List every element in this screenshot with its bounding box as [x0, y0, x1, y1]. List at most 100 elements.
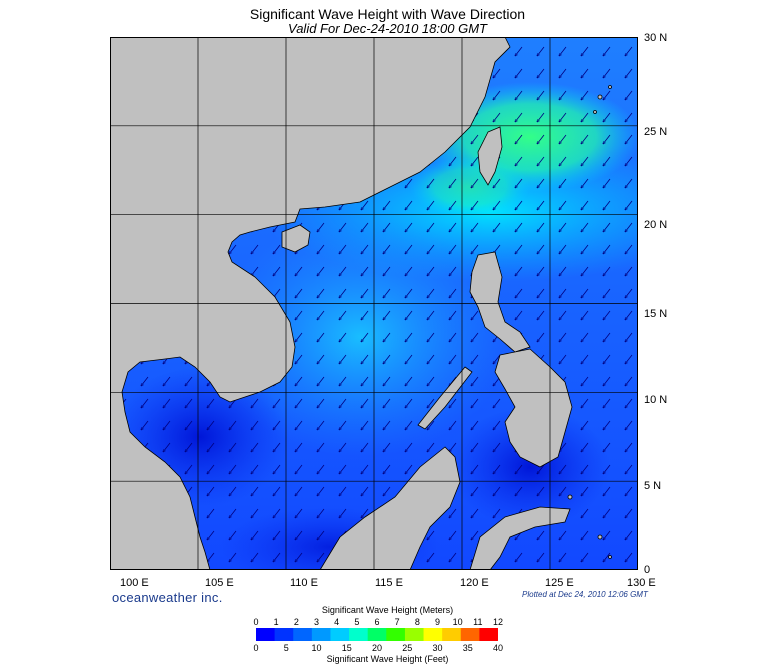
wave-direction-arrow: [163, 420, 171, 430]
wave-direction-arrow: [427, 266, 435, 276]
wave-direction-arrow: [493, 90, 501, 100]
wave-direction-arrow: [427, 244, 435, 254]
wave-direction-arrow: [207, 530, 215, 540]
visayas-mindanao: [494, 348, 573, 468]
wave-direction-arrow: [625, 464, 633, 474]
wave-direction-arrow: [603, 222, 611, 232]
wave-direction-arrow: [471, 420, 479, 430]
lon-label-115e: 115 E: [375, 577, 403, 589]
wave-direction-arrow: [625, 266, 633, 276]
wave-direction-arrow: [295, 376, 303, 386]
map-title: Significant Wave Height with Wave Direct…: [249, 6, 526, 22]
lon-label-130e: 130 E: [627, 577, 656, 589]
wave-direction-arrow: [339, 310, 347, 320]
wave-direction-arrow: [581, 398, 589, 408]
wave-direction-arrow: [581, 530, 589, 540]
wave-direction-arrow: [383, 332, 391, 342]
lon-label-120e: 120 E: [460, 577, 489, 589]
colorbar-title-feet: Significant Wave Height (Feet): [326, 654, 449, 664]
wave-direction-arrow: [361, 376, 369, 386]
colorbar-segment: [367, 628, 387, 641]
wave-direction-arrow: [493, 464, 501, 474]
colorbar-meter-tick: 9: [434, 617, 441, 627]
colorbar-title-meters: Significant Wave Height (Meters): [321, 605, 454, 615]
wave-direction-arrow: [581, 442, 589, 452]
wave-direction-arrow: [361, 310, 369, 320]
wave-direction-arrow: [405, 200, 413, 210]
colorbar-feet-tick: 15: [341, 643, 352, 653]
wave-direction-arrow: [405, 310, 413, 320]
wave-direction-arrow: [449, 266, 457, 276]
wave-direction-arrow: [515, 90, 523, 100]
palawan: [417, 366, 473, 430]
lat-label-10n: 10 N: [644, 394, 668, 406]
wave-direction-arrow: [229, 442, 237, 452]
wave-direction-arrow: [207, 552, 215, 562]
wave-direction-arrow: [295, 332, 303, 342]
wave-direction-arrow: [471, 530, 479, 540]
wave-direction-arrow: [515, 266, 523, 276]
wave-direction-arrow: [625, 420, 633, 430]
lon-label-110e: 110 E: [290, 577, 318, 589]
colorbar-segment: [442, 628, 462, 641]
wave-direction-arrow: [471, 376, 479, 386]
wave-height-map: [110, 37, 638, 570]
wave-direction-arrow: [339, 486, 347, 496]
wave-direction-arrow: [295, 398, 303, 408]
colorbar-feet-tick: 5: [283, 643, 289, 653]
island: [597, 534, 603, 540]
wave-direction-arrow: [251, 486, 259, 496]
wave-direction-arrow: [559, 200, 567, 210]
wave-direction-arrow: [581, 552, 589, 562]
wave-direction-arrow: [603, 376, 611, 386]
wave-direction-arrow: [185, 398, 193, 408]
wave-direction-arrow: [493, 354, 501, 364]
wave-direction-arrow: [625, 354, 633, 364]
wave-direction-arrow: [493, 420, 501, 430]
wave-direction-arrow: [405, 420, 413, 430]
colorbar-segment: [330, 628, 350, 641]
wave-direction-arrow: [581, 156, 589, 166]
wave-direction-arrow: [625, 178, 633, 188]
wave-direction-arrow: [405, 288, 413, 298]
wave-direction-arrow: [361, 420, 369, 430]
wave-direction-arrow: [273, 244, 281, 254]
wave-direction-arrow: [449, 156, 457, 166]
wave-direction-arrow: [581, 46, 589, 56]
wave-direction-arrow: [405, 332, 413, 342]
colorbar-segment: [404, 628, 425, 641]
colorbar-meter-tick: 8: [414, 617, 420, 627]
wave-direction-arrow: [295, 420, 303, 430]
wave-direction-arrow: [603, 310, 611, 320]
wave-direction-arrow: [559, 90, 567, 100]
wave-direction-arrow: [317, 508, 325, 518]
wave-direction-arrow: [581, 200, 589, 210]
taiwan: [477, 126, 503, 186]
wave-direction-arrow: [559, 486, 567, 496]
colorbar-feet-tick: 40: [492, 643, 504, 653]
wave-direction-arrow: [449, 310, 457, 320]
wave-direction-arrow: [559, 464, 567, 474]
colorbar-segment: [256, 628, 276, 641]
wave-direction-arrow: [251, 244, 259, 254]
wave-direction-arrow: [427, 354, 435, 364]
wave-direction-arrow: [295, 486, 303, 496]
wave-direction-arrow: [229, 530, 237, 540]
wave-direction-arrow: [361, 222, 369, 232]
wave-direction-arrow: [317, 442, 325, 452]
colorbar-meter-tick: 6: [374, 617, 380, 627]
colorbar-feet-tick: 30: [432, 643, 443, 653]
island: [608, 85, 612, 89]
colorbar-feet-tick: 25: [402, 643, 413, 653]
lat-label-15n: 15 N: [644, 308, 668, 320]
wave-direction-arrow: [185, 420, 193, 430]
wave-direction-arrow: [471, 486, 479, 496]
wave-direction-arrow: [449, 442, 457, 452]
wave-direction-arrow: [339, 464, 347, 474]
wave-direction-arrow: [603, 266, 611, 276]
wave-direction-arrow: [537, 156, 545, 166]
wave-direction-arrow: [625, 508, 633, 518]
wave-direction-arrow: [361, 508, 369, 518]
wave-direction-arrow: [449, 552, 457, 562]
wave-direction-arrow: [603, 420, 611, 430]
